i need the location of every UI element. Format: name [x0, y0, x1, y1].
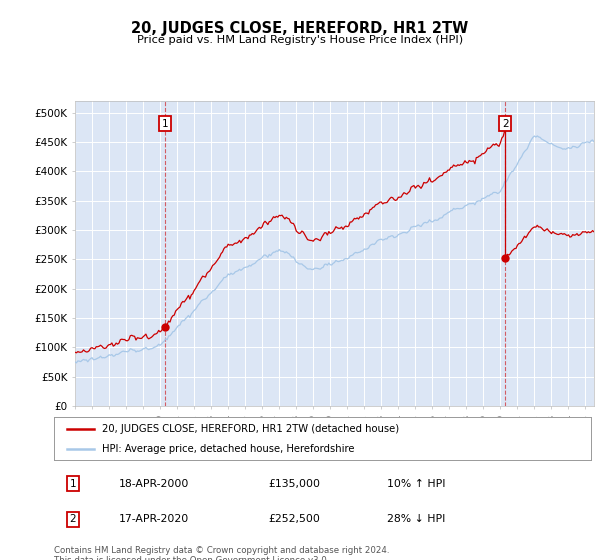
Text: 1: 1	[162, 119, 169, 129]
Text: 2: 2	[70, 515, 76, 524]
Text: 10% ↑ HPI: 10% ↑ HPI	[387, 479, 445, 489]
Text: 2: 2	[502, 119, 509, 129]
Text: 20, JUDGES CLOSE, HEREFORD, HR1 2TW (detached house): 20, JUDGES CLOSE, HEREFORD, HR1 2TW (det…	[103, 424, 400, 434]
Text: 28% ↓ HPI: 28% ↓ HPI	[387, 515, 445, 524]
Text: 1: 1	[70, 479, 76, 489]
Text: £135,000: £135,000	[269, 479, 321, 489]
Text: Contains HM Land Registry data © Crown copyright and database right 2024.
This d: Contains HM Land Registry data © Crown c…	[54, 546, 389, 560]
Text: HPI: Average price, detached house, Herefordshire: HPI: Average price, detached house, Here…	[103, 445, 355, 454]
Text: Price paid vs. HM Land Registry's House Price Index (HPI): Price paid vs. HM Land Registry's House …	[137, 35, 463, 45]
Text: £252,500: £252,500	[269, 515, 320, 524]
Text: 17-APR-2020: 17-APR-2020	[118, 515, 188, 524]
Text: 20, JUDGES CLOSE, HEREFORD, HR1 2TW: 20, JUDGES CLOSE, HEREFORD, HR1 2TW	[131, 21, 469, 36]
Text: 18-APR-2000: 18-APR-2000	[118, 479, 189, 489]
